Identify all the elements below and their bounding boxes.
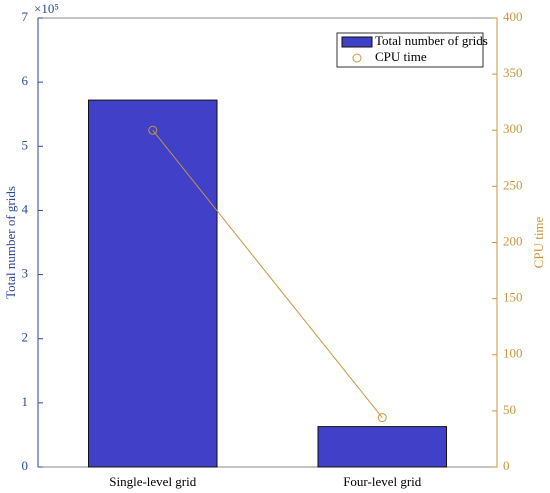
- y-tick-label: 6: [22, 73, 29, 88]
- y2-tick-label: 150: [503, 290, 523, 305]
- y-axis-label: Total number of grids: [3, 186, 18, 299]
- y2-tick-label: 50: [503, 402, 516, 417]
- y2-tick-label: 0: [503, 458, 510, 473]
- y2-tick-label: 350: [503, 65, 523, 80]
- bar: [317, 426, 448, 468]
- legend-label: Total number of grids: [375, 33, 488, 48]
- y2-tick-label: 300: [503, 121, 523, 136]
- x-tick-label: Four-level grid: [343, 474, 422, 489]
- legend-swatch: [352, 53, 362, 63]
- y-tick-label: 5: [22, 137, 29, 152]
- y-multiplier: ×10⁵: [34, 1, 59, 16]
- y2-tick-label: 400: [503, 9, 523, 24]
- y-tick-label: 3: [22, 266, 29, 281]
- line: [152, 129, 383, 418]
- y2-tick-label: 250: [503, 177, 523, 192]
- marker: [377, 413, 387, 423]
- marker: [148, 125, 158, 135]
- y2-tick-label: 100: [503, 346, 523, 361]
- y-tick-label: 2: [22, 330, 29, 345]
- legend-label: CPU time: [375, 49, 427, 64]
- y-tick-label: 1: [22, 394, 29, 409]
- y-tick-label: 0: [22, 458, 29, 473]
- y2-axis-label: CPU time: [531, 216, 546, 268]
- y-tick-label: 4: [22, 201, 29, 216]
- legend-swatch: [341, 36, 373, 48]
- bar: [87, 99, 218, 468]
- y-tick-label: 7: [22, 9, 29, 24]
- x-tick-label: Single-level grid: [109, 474, 197, 489]
- y2-tick-label: 200: [503, 233, 523, 248]
